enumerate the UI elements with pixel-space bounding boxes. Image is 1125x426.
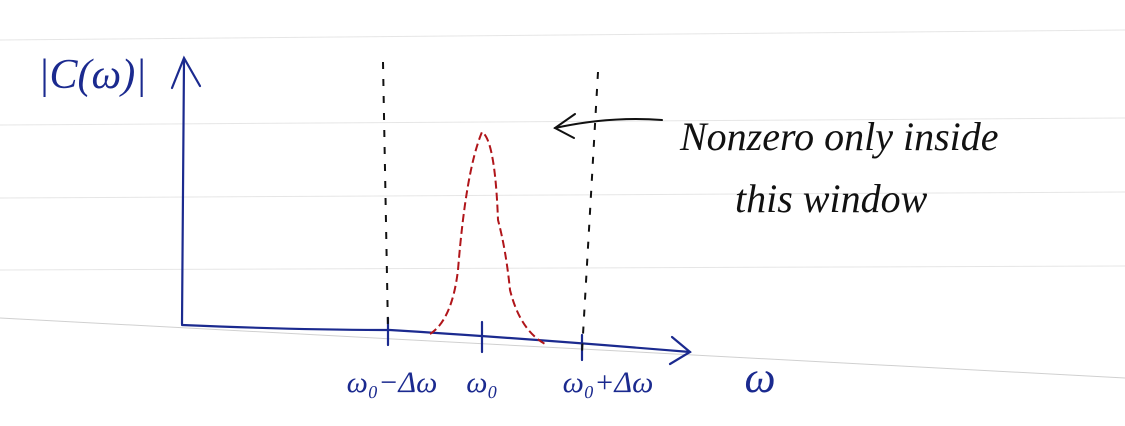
- annotation-line: Nonzero only inside: [679, 114, 999, 159]
- x-label: ω₀: [466, 366, 498, 399]
- peak-curve: [429, 130, 546, 345]
- x-axis: [180, 323, 692, 354]
- axes: [170, 55, 692, 366]
- pointer-arrowhead: [553, 113, 576, 139]
- pointer: [553, 113, 663, 139]
- paper-lines: [0, 29, 1125, 379]
- x-label: ω₀+Δω: [563, 366, 654, 399]
- paper-line: [0, 117, 1125, 126]
- annotation-line: this window: [735, 176, 928, 221]
- pointer-arrow: [554, 118, 663, 129]
- window-bounds: [382, 61, 599, 353]
- y-axis: [180, 58, 186, 326]
- window-edge: [581, 71, 599, 353]
- paper-line: [0, 317, 1125, 379]
- x-axis-arrowhead: [668, 335, 692, 366]
- peak: [429, 130, 546, 345]
- paper-line: [0, 265, 1125, 271]
- y-axis-label: |C(ω)|: [38, 52, 147, 98]
- x-axis-label: ω: [744, 353, 775, 402]
- paper-line: [0, 29, 1125, 41]
- y-axis-arrowhead: [170, 55, 202, 90]
- window-edge: [382, 61, 389, 331]
- x-label: ω₀−Δω: [347, 366, 438, 399]
- paper-line: [0, 191, 1125, 199]
